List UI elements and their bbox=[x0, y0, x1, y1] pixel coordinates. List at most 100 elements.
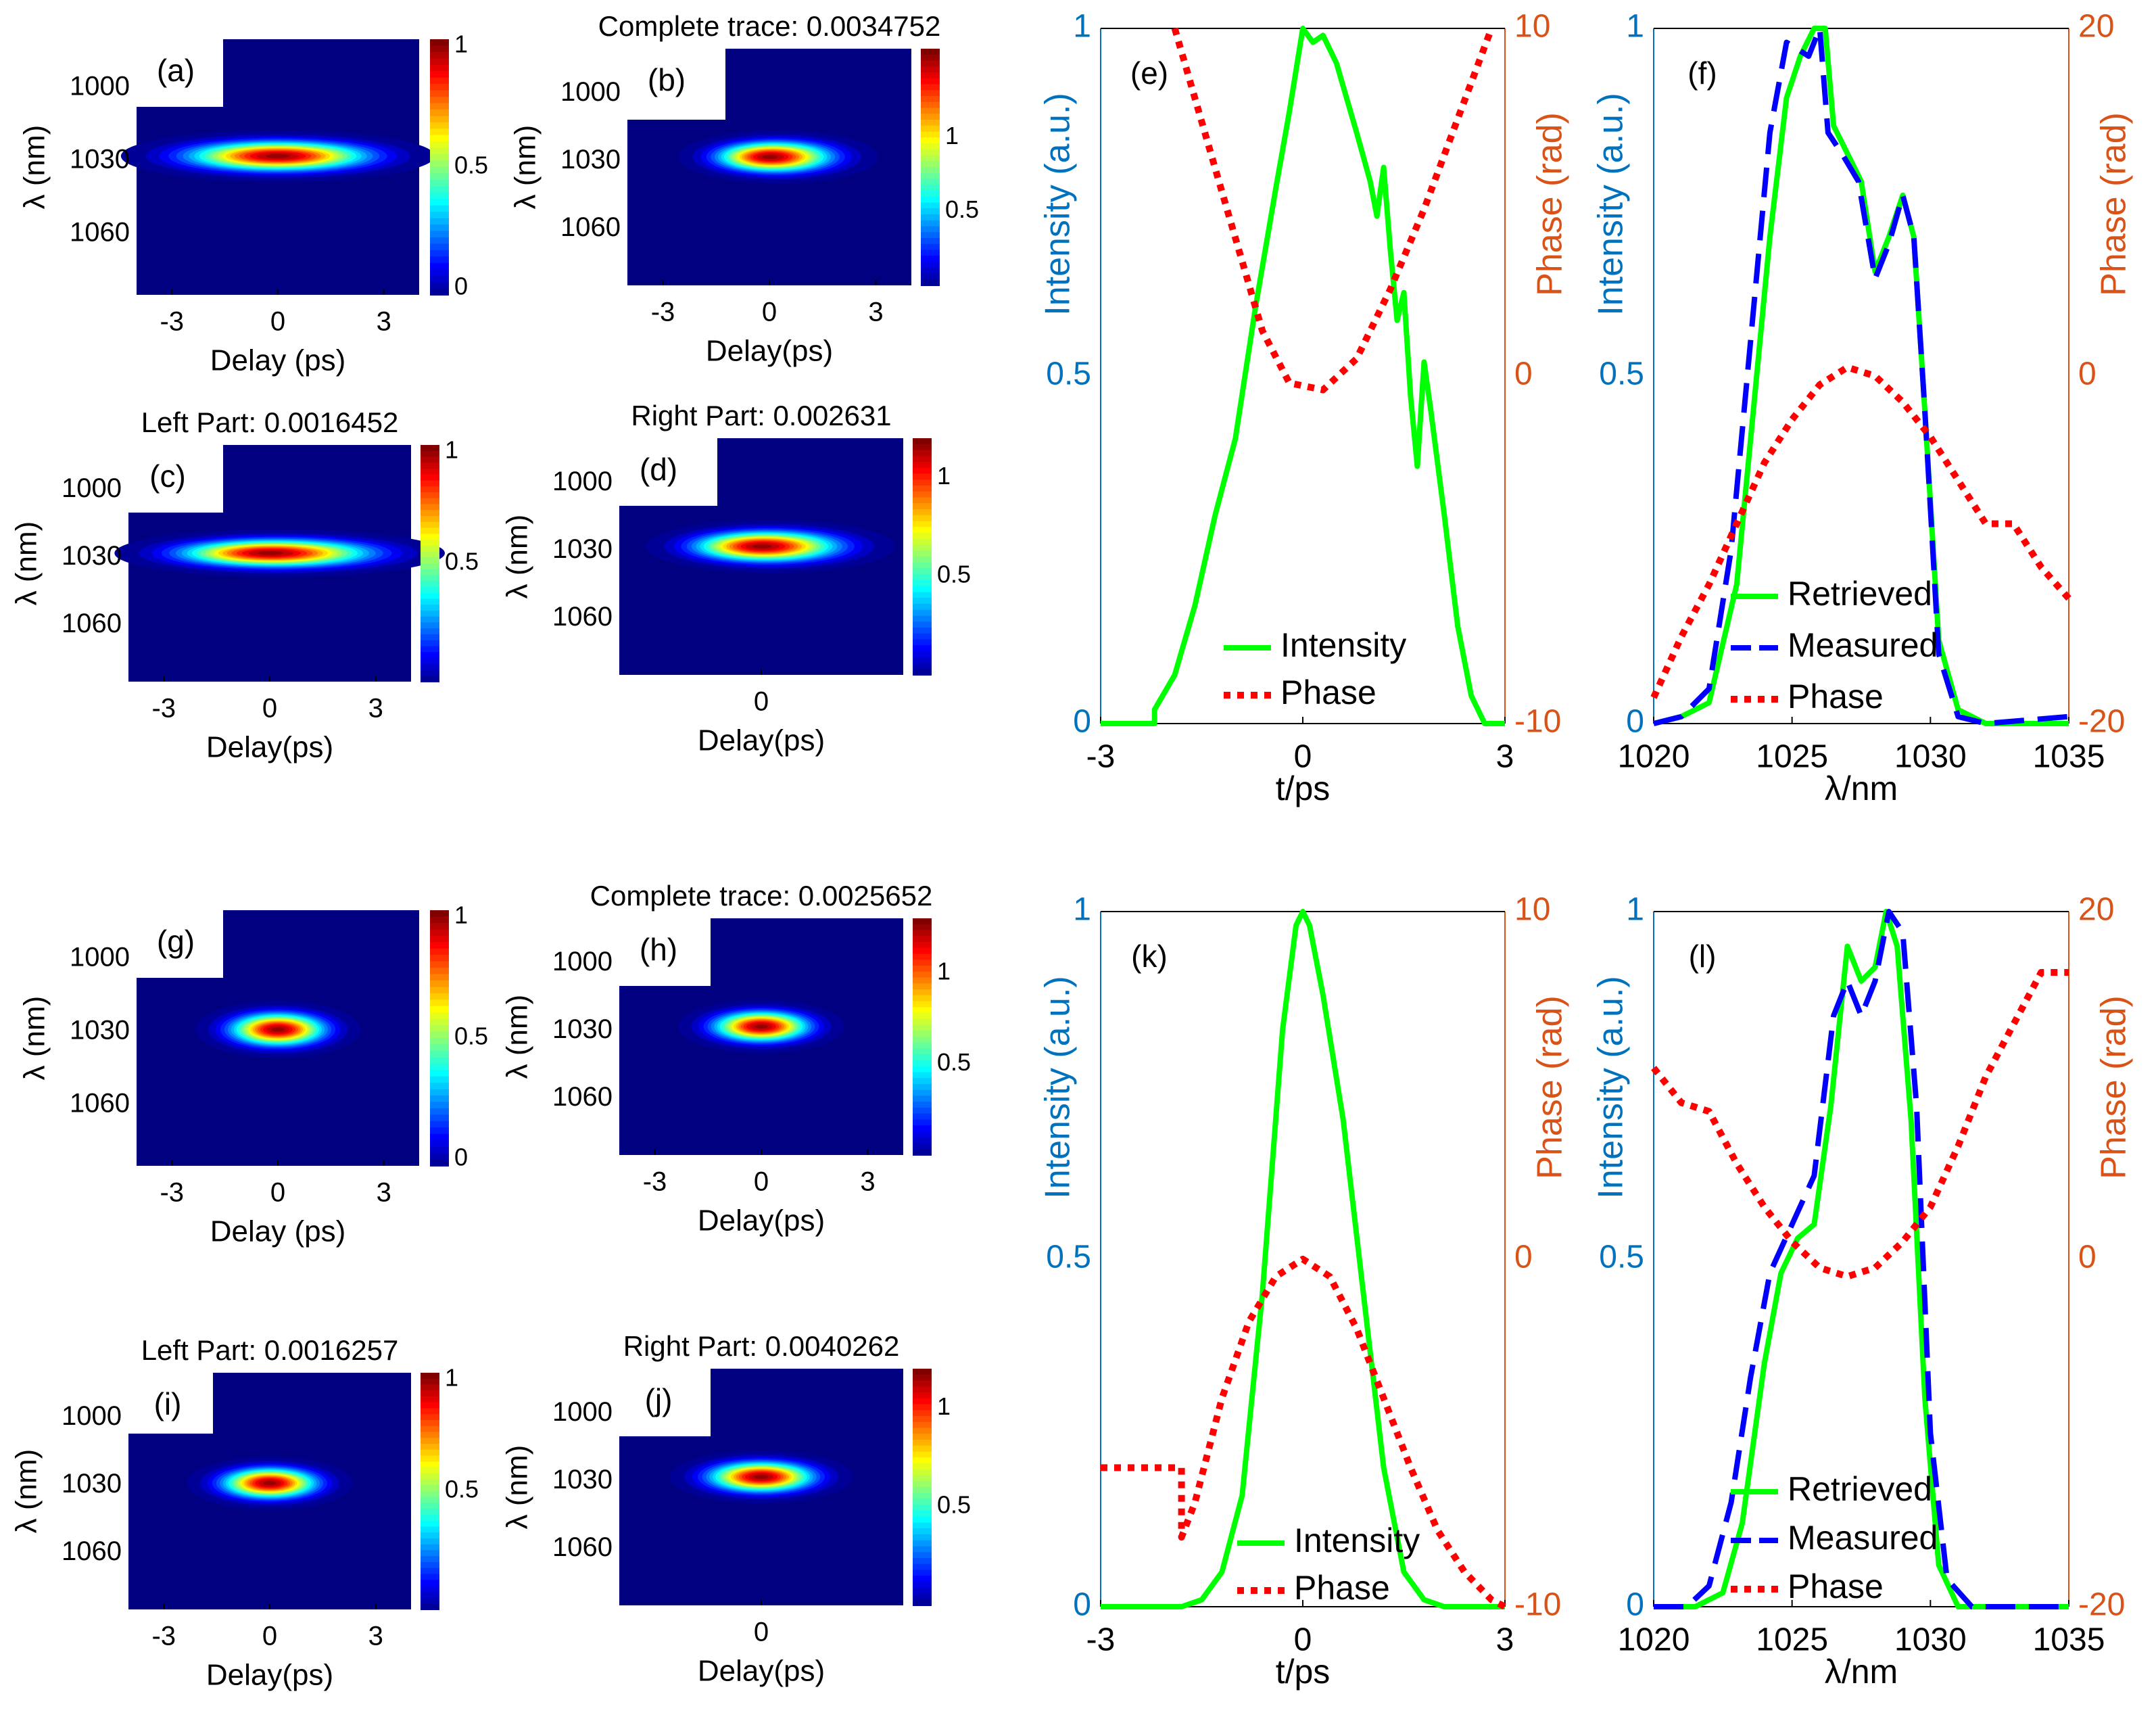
x-tick-label: 1025 bbox=[1756, 739, 1828, 775]
y-tick-label: 1000 bbox=[62, 1401, 122, 1431]
series-measured bbox=[1653, 26, 2069, 726]
colorbar-segment bbox=[913, 995, 932, 1002]
y-axis-label: Intensity (a.u.) bbox=[1591, 976, 1631, 1198]
colorbar-segment bbox=[913, 947, 932, 955]
colorbar-tick-label: 0 bbox=[454, 1144, 468, 1171]
colorbar-tick-label: 1 bbox=[454, 901, 468, 929]
panel-label: (d) bbox=[640, 452, 677, 487]
colorbar-segment bbox=[421, 1496, 439, 1504]
colorbar-segment bbox=[921, 226, 940, 233]
colorbar-segment bbox=[921, 101, 940, 109]
colorbar-tick-label: 0 bbox=[454, 273, 468, 300]
colorbar-segment bbox=[430, 186, 449, 193]
colorbar-segment bbox=[421, 1432, 439, 1439]
colorbar-segment bbox=[430, 160, 449, 168]
colorbar-segment bbox=[430, 1153, 449, 1160]
colorbar-segment bbox=[430, 1018, 449, 1027]
panel-label-box bbox=[137, 39, 223, 107]
x-tick-label: 3 bbox=[368, 1622, 383, 1651]
colorbar-segment bbox=[421, 1455, 439, 1463]
colorbar-segment bbox=[913, 1386, 932, 1393]
y-tick-label: 1000 bbox=[552, 1397, 613, 1427]
colorbar-segment bbox=[421, 1544, 439, 1551]
colorbar-segment bbox=[921, 172, 940, 180]
y-tick-label: 1000 bbox=[70, 72, 130, 101]
colorbar-segment bbox=[430, 910, 449, 918]
panel-label: (j) bbox=[645, 1382, 673, 1417]
colorbar-segment bbox=[913, 509, 932, 516]
colorbar-segment bbox=[913, 456, 932, 463]
y-tick-label: 1000 bbox=[70, 943, 130, 972]
colorbar-segment bbox=[430, 1031, 449, 1039]
colorbar-segment bbox=[430, 955, 449, 962]
y-tick-label: 0.5 bbox=[1599, 356, 1644, 392]
x-axis-label: λ/nm bbox=[1825, 770, 1898, 807]
colorbar-segment bbox=[430, 948, 449, 956]
series-intensity bbox=[1101, 26, 1505, 726]
colorbar-tick-label: 1 bbox=[454, 30, 468, 58]
colorbar-segment bbox=[913, 1374, 932, 1382]
colorbar-segment bbox=[430, 225, 449, 232]
colorbar-segment bbox=[430, 141, 449, 149]
colorbar-segment bbox=[913, 1108, 932, 1114]
colorbar-segment bbox=[430, 192, 449, 200]
colorbar-segment bbox=[421, 534, 439, 540]
colorbar-segment bbox=[430, 1102, 449, 1109]
colorbar-segment bbox=[421, 480, 439, 488]
colorbar-segment bbox=[421, 1574, 439, 1581]
colorbar-segment bbox=[430, 135, 449, 143]
colorbar-segment bbox=[421, 676, 439, 682]
colorbar-segment bbox=[913, 1149, 932, 1156]
colorbar-segment bbox=[921, 137, 940, 144]
colorbar-segment bbox=[913, 604, 932, 611]
colorbar-tick-label: 0.5 bbox=[445, 548, 479, 575]
colorbar-segment bbox=[430, 1012, 449, 1020]
x-tick-label: 0 bbox=[270, 1178, 285, 1208]
y-axis-label: Intensity (a.u.) bbox=[1038, 93, 1078, 315]
colorbar-segment bbox=[430, 968, 449, 975]
colorbar-segment bbox=[421, 469, 439, 475]
colorbar-tick-label: 1 bbox=[937, 1392, 951, 1420]
colorbar-segment bbox=[421, 640, 439, 647]
colorbar-segment bbox=[421, 669, 439, 677]
colorbar-segment bbox=[421, 663, 439, 671]
colorbar-segment bbox=[430, 1089, 449, 1097]
colorbar-segment bbox=[421, 1479, 439, 1486]
colorbar-segment bbox=[421, 1438, 439, 1444]
heatmap-panel-a: (a) -3 0 3 1000 1030 1060 Delay (ps) λ (nm) 0 0.5 1 bbox=[18, 30, 488, 377]
y-right-tick-label: 0 bbox=[1514, 356, 1533, 392]
y-axis-label: λ (nm) bbox=[509, 125, 542, 210]
colorbar-segment bbox=[921, 131, 940, 139]
colorbar-segment bbox=[913, 1469, 932, 1476]
colorbar-segment bbox=[421, 575, 439, 582]
colorbar-segment bbox=[913, 598, 932, 605]
series-retrieved bbox=[1653, 26, 2069, 726]
colorbar-segment bbox=[430, 942, 449, 949]
colorbar-segment bbox=[913, 1522, 932, 1530]
colorbar-segment bbox=[913, 1089, 932, 1097]
panel-label: (k) bbox=[1131, 939, 1168, 974]
y-tick-label: 0 bbox=[1073, 1587, 1091, 1623]
colorbar-segment bbox=[430, 1006, 449, 1014]
colorbar-segment bbox=[430, 179, 449, 187]
colorbar-segment bbox=[913, 1516, 932, 1524]
x-tick-label: 3 bbox=[377, 307, 391, 337]
colorbar-segment bbox=[430, 980, 449, 988]
colorbar-segment bbox=[913, 989, 932, 996]
panel-label: (i) bbox=[154, 1386, 182, 1421]
colorbar-segment bbox=[430, 97, 449, 104]
y-tick-label: 1000 bbox=[62, 473, 122, 503]
colorbar-segment bbox=[430, 212, 449, 219]
y-tick-label: 1000 bbox=[552, 467, 613, 496]
colorbar-segment bbox=[913, 1119, 932, 1127]
legend-entry: Phase bbox=[1280, 674, 1376, 711]
colorbar-segment bbox=[913, 1546, 932, 1553]
colorbar-segment bbox=[421, 492, 439, 499]
x-tick-label: 0 bbox=[754, 1618, 769, 1647]
x-tick-label: 3 bbox=[860, 1167, 875, 1197]
panel-label-box bbox=[619, 918, 711, 986]
y-right-axis-label: Phase (rad) bbox=[2094, 112, 2134, 296]
x-tick-label: 0 bbox=[262, 1622, 277, 1651]
colorbar-segment bbox=[921, 161, 940, 168]
colorbar-segment bbox=[421, 1491, 439, 1498]
